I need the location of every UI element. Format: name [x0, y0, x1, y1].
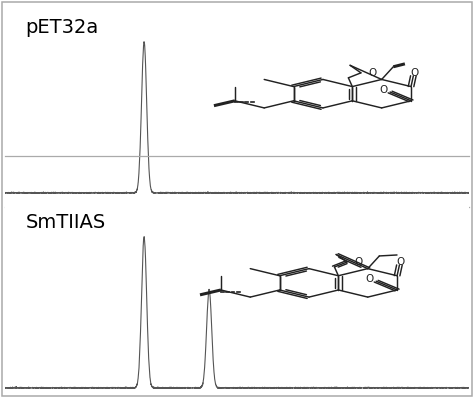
Text: pET32a: pET32a — [26, 18, 99, 37]
Text: O: O — [410, 68, 419, 78]
Text: O: O — [396, 257, 404, 267]
Text: O: O — [365, 274, 374, 284]
Text: O: O — [355, 257, 363, 267]
Text: SmTIIAS: SmTIIAS — [26, 213, 106, 232]
Text: O: O — [368, 68, 377, 78]
Text: O: O — [379, 85, 387, 95]
